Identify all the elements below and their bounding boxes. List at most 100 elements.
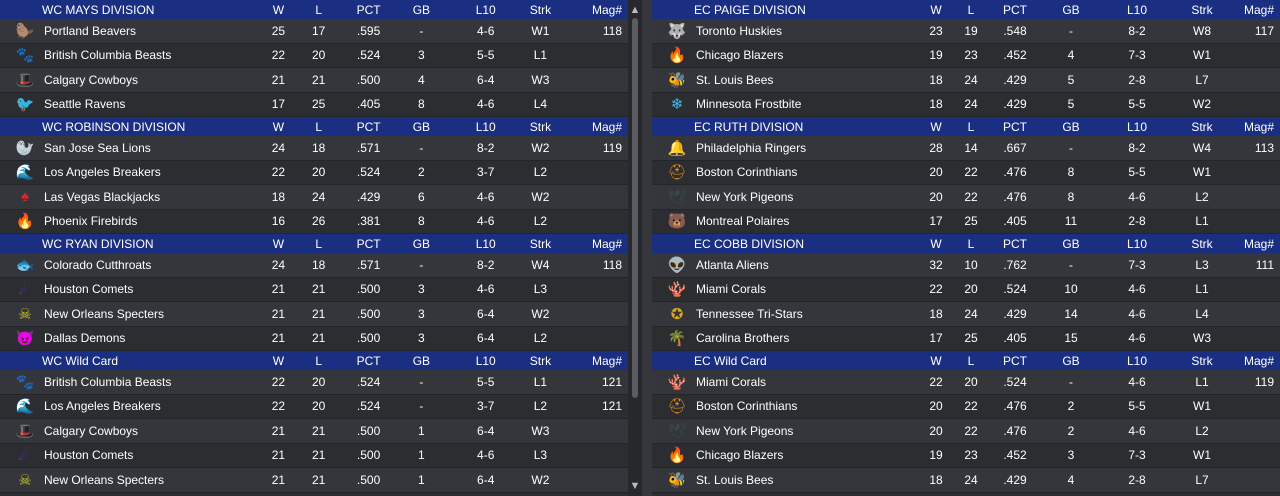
table-row[interactable]: ☠ New Orleans Specters 21 21 .500 1 6-4 W2 bbox=[0, 468, 628, 493]
team-name[interactable]: Tennessee Tri-Stars bbox=[696, 306, 803, 321]
col-header-strk[interactable]: Strk bbox=[1191, 119, 1213, 134]
col-header-gb[interactable]: GB bbox=[1062, 2, 1080, 17]
table-row[interactable]: ❄ Minnesota Frostbite 18 24 .429 5 5-5 W2 bbox=[652, 92, 1280, 117]
col-header-pct[interactable]: PCT bbox=[1003, 2, 1027, 17]
col-header-mag[interactable]: Mag# bbox=[1243, 353, 1274, 368]
team-name[interactable]: Toronto Huskies bbox=[696, 23, 783, 38]
table-row[interactable]: 🌊 Los Angeles Breakers 22 20 .524 2 3-7 L2 bbox=[0, 160, 628, 185]
table-row[interactable]: 🌴 Carolina Brothers 17 25 .405 15 4-6 W3 bbox=[652, 326, 1280, 351]
team-name[interactable]: New Orleans Specters bbox=[44, 472, 165, 487]
col-header-l[interactable]: L bbox=[315, 353, 323, 368]
col-header-mag[interactable]: Mag# bbox=[591, 236, 623, 251]
table-row[interactable]: ☄ Houston Comets 21 21 .500 3 4-6 L3 bbox=[0, 277, 628, 302]
col-header-l[interactable]: L bbox=[315, 2, 323, 17]
table-row[interactable]: 🌊 Los Angeles Breakers 22 20 .524 - 3-7 L2 121 bbox=[0, 394, 628, 419]
table-row[interactable]: 🐝 St. Louis Bees 18 24 .429 5 2-8 L7 bbox=[652, 68, 1280, 93]
col-header-mag[interactable]: Mag# bbox=[591, 119, 623, 134]
col-header-pct[interactable]: PCT bbox=[1003, 236, 1027, 251]
table-row[interactable]: 🦫 Portland Beavers 25 17 .595 - 4-6 W1 118 bbox=[0, 19, 628, 44]
col-header-gb[interactable]: GB bbox=[412, 236, 431, 251]
col-header-l[interactable]: L bbox=[967, 353, 975, 368]
col-header-pct[interactable]: PCT bbox=[1003, 119, 1027, 134]
table-row[interactable]: 👽 Atlanta Aliens 32 10 .762 - 7-3 L3 111 bbox=[652, 253, 1280, 278]
col-header-mag[interactable]: Mag# bbox=[591, 2, 623, 17]
col-header-strk[interactable]: Strk bbox=[1191, 236, 1213, 251]
scroll-down-icon[interactable]: ▼ bbox=[629, 480, 641, 492]
team-name[interactable]: Portland Beavers bbox=[44, 23, 137, 38]
col-header-l10[interactable]: L10 bbox=[1126, 236, 1148, 251]
team-name[interactable]: British Columbia Beasts bbox=[44, 48, 172, 63]
team-name[interactable]: Calgary Cowboys bbox=[44, 72, 139, 87]
col-header-strk[interactable]: Strk bbox=[529, 2, 552, 17]
col-header-w[interactable]: W bbox=[272, 2, 285, 17]
team-name[interactable]: New York Pigeons bbox=[696, 189, 794, 204]
col-header-w[interactable]: W bbox=[272, 353, 285, 368]
table-row[interactable]: 😈 Dallas Demons 21 21 .500 3 6-4 L2 bbox=[0, 326, 628, 351]
table-row[interactable]: 🐻 Montreal Polaires 17 25 .405 11 2-8 L1 bbox=[652, 209, 1280, 234]
col-header-w[interactable]: W bbox=[272, 236, 285, 251]
team-name[interactable]: San Jose Sea Lions bbox=[44, 140, 151, 155]
team-name[interactable]: Atlanta Aliens bbox=[696, 257, 769, 272]
team-name[interactable]: Chicago Blazers bbox=[696, 48, 784, 63]
table-row[interactable]: 🔔 Philadelphia Ringers 28 14 .667 - 8-2 W4 113 bbox=[652, 136, 1280, 161]
col-header-mag[interactable]: Mag# bbox=[591, 353, 623, 368]
col-header-l[interactable]: L bbox=[967, 236, 975, 251]
table-row[interactable]: 🔥 Phoenix Firebirds 16 26 .381 8 4-6 L2 bbox=[0, 209, 628, 234]
table-row[interactable]: 🐾 British Columbia Beasts 22 20 .524 - 5-5 L1 12… bbox=[0, 370, 628, 395]
col-header-mag[interactable]: Mag# bbox=[1243, 2, 1274, 17]
team-name[interactable]: St. Louis Bees bbox=[696, 72, 774, 87]
team-name[interactable]: St. Louis Bees bbox=[696, 472, 774, 487]
team-name[interactable]: Dallas Demons bbox=[44, 331, 126, 346]
table-row[interactable]: ♠ Las Vegas Blackjacks 18 24 .429 6 4-6 W2 bbox=[0, 185, 628, 210]
table-row[interactable]: 🕊 New York Pigeons 20 22 .476 2 4-6 L2 bbox=[652, 419, 1280, 444]
table-row[interactable]: 🪸 Miami Corals 22 20 .524 - 4-6 L1 119 bbox=[652, 370, 1280, 395]
col-header-pct[interactable]: PCT bbox=[356, 353, 381, 368]
team-name[interactable]: Miami Corals bbox=[696, 374, 767, 389]
team-name[interactable]: British Columbia Beasts bbox=[44, 374, 172, 389]
scroll-thumb[interactable] bbox=[632, 18, 638, 398]
col-header-w[interactable]: W bbox=[930, 119, 942, 134]
table-row[interactable]: 🪸 Miami Corals 22 20 .524 10 4-6 L1 bbox=[652, 277, 1280, 302]
table-row[interactable]: ☠ New Orleans Specters 21 21 .500 3 6-4 W2 bbox=[0, 302, 628, 327]
team-name[interactable]: Montreal Polaires bbox=[696, 214, 790, 229]
col-header-strk[interactable]: Strk bbox=[529, 119, 552, 134]
team-name[interactable]: Carolina Brothers bbox=[696, 331, 790, 346]
col-header-l[interactable]: L bbox=[967, 119, 975, 134]
table-row[interactable]: 🐟 Colorado Cutthroats 24 18 .571 - 8-2 W4 118 bbox=[0, 253, 628, 278]
team-name[interactable]: Calgary Cowboys bbox=[44, 423, 139, 438]
col-header-l10[interactable]: L10 bbox=[1126, 353, 1148, 368]
col-header-l[interactable]: L bbox=[967, 2, 975, 17]
team-name[interactable]: Houston Comets bbox=[44, 448, 134, 463]
team-name[interactable]: Boston Corinthians bbox=[696, 165, 798, 180]
table-row[interactable]: 🦭 San Jose Sea Lions 24 18 .571 - 8-2 W2 119 bbox=[0, 136, 628, 161]
col-header-pct[interactable]: PCT bbox=[1003, 353, 1027, 368]
col-header-gb[interactable]: GB bbox=[412, 119, 431, 134]
col-header-l10[interactable]: L10 bbox=[475, 236, 496, 251]
col-header-mag[interactable]: Mag# bbox=[1243, 236, 1274, 251]
col-header-w[interactable]: W bbox=[930, 2, 942, 17]
scroll-up-icon[interactable]: ▲ bbox=[629, 4, 641, 16]
team-name[interactable]: Colorado Cutthroats bbox=[44, 257, 152, 272]
team-name[interactable]: Chicago Blazers bbox=[696, 448, 784, 463]
col-header-l10[interactable]: L10 bbox=[1126, 119, 1148, 134]
col-header-gb[interactable]: GB bbox=[1062, 353, 1080, 368]
table-row[interactable]: ⛑ Boston Corinthians 20 22 .476 2 5-5 W1 bbox=[652, 394, 1280, 419]
col-header-l10[interactable]: L10 bbox=[475, 119, 496, 134]
team-name[interactable]: New York Pigeons bbox=[696, 423, 794, 438]
team-name[interactable]: Los Angeles Breakers bbox=[44, 165, 161, 180]
table-row[interactable]: 🐝 St. Louis Bees 18 24 .429 4 2-8 L7 bbox=[652, 468, 1280, 493]
team-name[interactable]: Miami Corals bbox=[696, 282, 767, 297]
col-header-strk[interactable]: Strk bbox=[529, 236, 552, 251]
table-row[interactable]: 🐺 Toronto Huskies 23 19 .548 - 8-2 W8 117 bbox=[652, 19, 1280, 44]
col-header-gb[interactable]: GB bbox=[1062, 119, 1080, 134]
col-header-pct[interactable]: PCT bbox=[356, 2, 381, 17]
table-row[interactable]: ✪ Tennessee Tri-Stars 18 24 .429 14 4-6 L4 bbox=[652, 302, 1280, 327]
col-header-gb[interactable]: GB bbox=[1062, 236, 1080, 251]
team-name[interactable]: New Orleans Specters bbox=[44, 306, 165, 321]
team-name[interactable]: Phoenix Firebirds bbox=[44, 214, 138, 229]
col-header-l10[interactable]: L10 bbox=[475, 2, 496, 17]
table-row[interactable]: 🔥 Chicago Blazers 19 23 .452 3 7-3 W1 bbox=[652, 443, 1280, 468]
table-row[interactable]: 🎩 Calgary Cowboys 21 21 .500 4 6-4 W3 bbox=[0, 68, 628, 93]
table-row[interactable]: ☄ Houston Comets 21 21 .500 1 4-6 L3 bbox=[0, 443, 628, 468]
table-row[interactable]: 🐦 Seattle Ravens 17 25 .405 8 4-6 L4 bbox=[0, 92, 628, 117]
